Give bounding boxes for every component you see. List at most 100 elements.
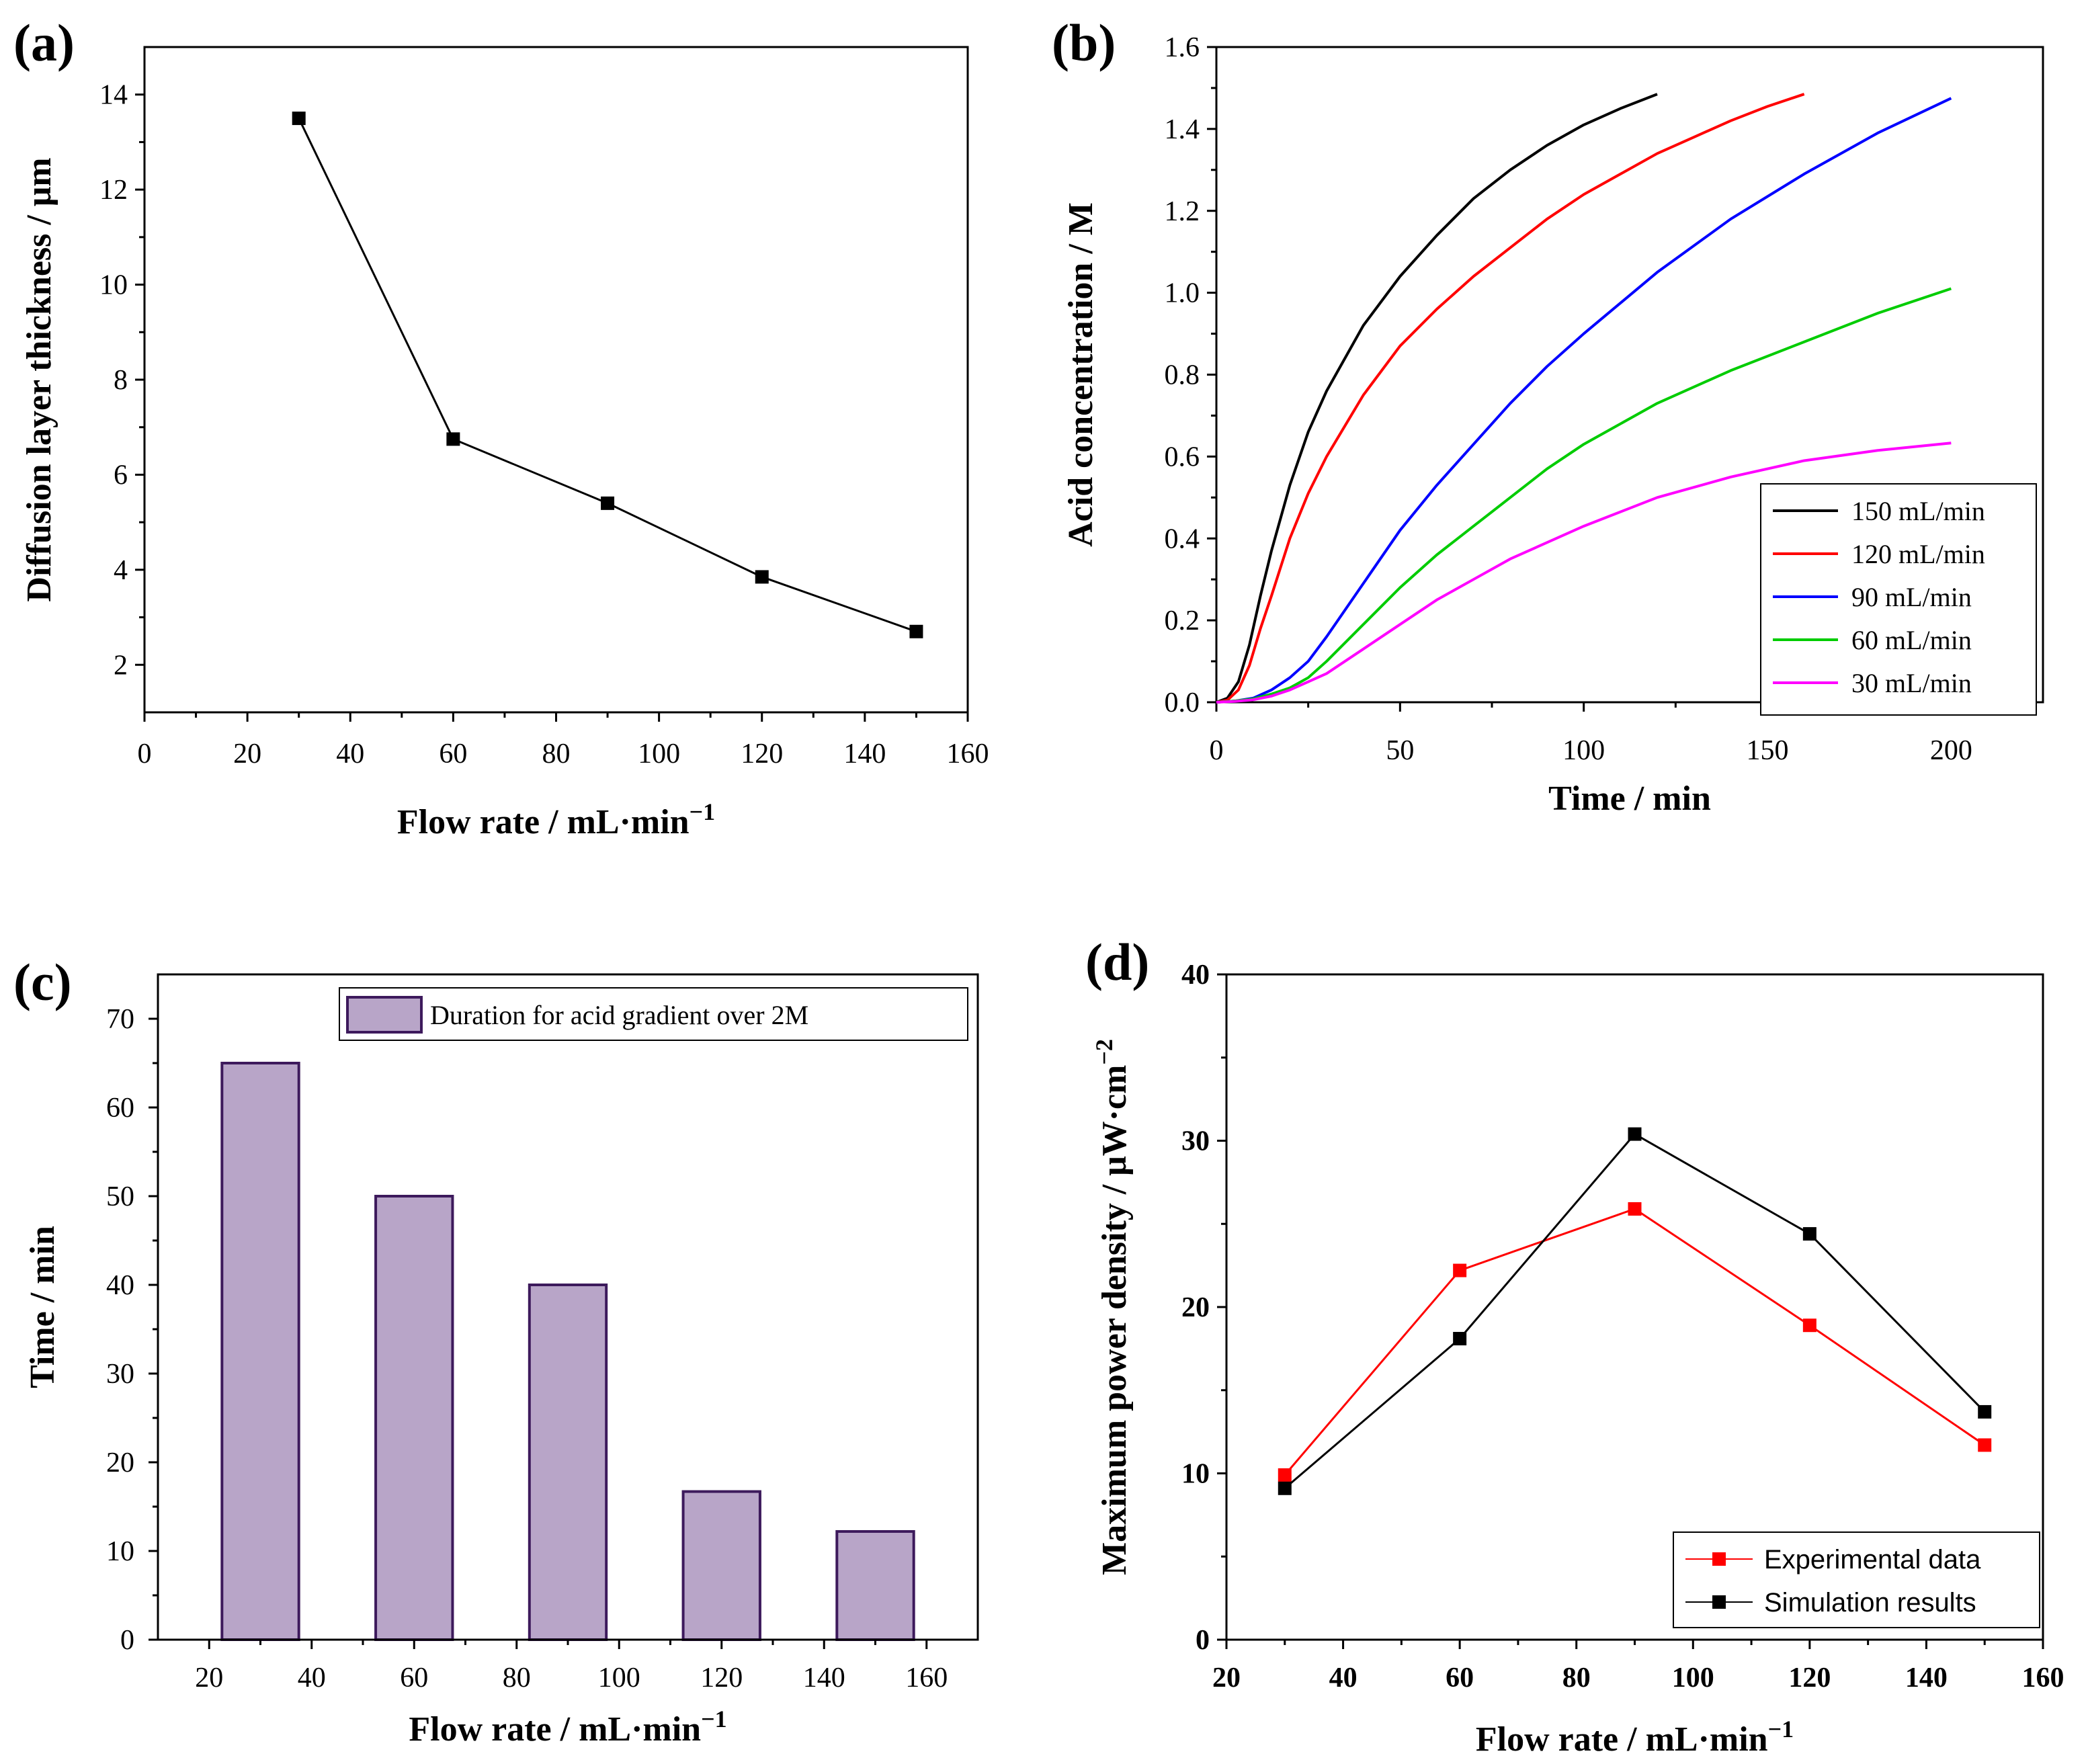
- legend-label: 90 mL/min: [1851, 582, 1972, 612]
- series-line-2: [1216, 97, 1952, 704]
- legend-marker: [1712, 1595, 1726, 1609]
- x-tick-label: 100: [1562, 735, 1605, 766]
- y-tick-label: 10: [99, 270, 128, 301]
- y-tick-label: 6: [114, 460, 128, 491]
- x-tick-label: 140: [843, 739, 886, 769]
- y-tick-label: 20: [1181, 1292, 1210, 1323]
- y-tick-label: 70: [106, 1004, 134, 1035]
- data-point-marker: [292, 112, 306, 126]
- x-axis-title: Time / min: [1548, 780, 1711, 818]
- legend-label: Simulation results: [1764, 1588, 1976, 1618]
- panel-d: 20 40 60 80 100 120 140 160 0 10 20 30 40 Flow rate /…: [1091, 960, 2064, 1759]
- y-tick-label: 40: [106, 1270, 134, 1301]
- y-tick-label: 30: [106, 1359, 134, 1390]
- x-tick-label: 120: [1788, 1663, 1831, 1693]
- data-point-marker: [755, 570, 769, 584]
- y-tick-label: 30: [1181, 1126, 1210, 1157]
- panel-label-d: (d): [1085, 933, 1149, 991]
- y-tick-label: 8: [114, 365, 128, 396]
- x-axis-title: Flow rate / mL·min−1: [397, 798, 715, 841]
- legend-box: [1673, 1531, 2040, 1628]
- x-tick-label: 160: [2022, 1663, 2064, 1693]
- x-tick-label: 140: [803, 1663, 845, 1693]
- x-tick-label: 100: [1672, 1663, 1714, 1693]
- x-tick-label: 40: [298, 1663, 326, 1693]
- x-tick-label: 80: [503, 1663, 531, 1693]
- series-line-1: [1216, 93, 1805, 704]
- x-tick-label: 0: [138, 739, 152, 769]
- y-tick-label: 1.2: [1165, 196, 1200, 227]
- bar-150: [835, 1529, 915, 1641]
- data-point-marker: [909, 624, 923, 638]
- x-tick-label: 50: [1386, 735, 1414, 766]
- legend-label: 120 mL/min: [1851, 539, 1985, 569]
- y-tick-label: 1.4: [1165, 114, 1200, 145]
- x-tick-label: 80: [542, 739, 571, 769]
- y-axis-title: Maximum power density / μW·cm−2: [1091, 1039, 1134, 1575]
- x-tick-label: 20: [195, 1663, 223, 1693]
- x-tick-label: 100: [638, 739, 680, 769]
- legend-swatch: [346, 996, 423, 1034]
- x-tick-label: 60: [1446, 1663, 1474, 1693]
- bar-120: [681, 1490, 761, 1642]
- legend-label: Experimental data: [1764, 1545, 1981, 1574]
- data-point-marker: [1628, 1127, 1642, 1141]
- y-axis-title: Time / min: [24, 1226, 62, 1388]
- y-tick-label: 0.4: [1165, 523, 1200, 554]
- legend-box: [339, 987, 968, 1041]
- y-tick-label: 10: [106, 1536, 134, 1567]
- panel-c: 20 40 60 80 100 120 140 160 0 10 20 30 40 50 60 70 Flow …: [24, 973, 979, 1749]
- x-tick-label: 60: [439, 739, 467, 769]
- data-point-marker: [1278, 1481, 1292, 1495]
- data-point-marker: [1278, 1468, 1292, 1482]
- legend-label: 150 mL/min: [1851, 496, 1985, 526]
- data-point-marker: [446, 432, 460, 446]
- x-tick-label: 120: [741, 739, 783, 769]
- x-tick-label: 140: [1905, 1663, 1948, 1693]
- series-line-4: [1216, 442, 1952, 704]
- y-tick-label: 1.6: [1165, 32, 1200, 63]
- x-axis-title: Flow rate / mL·min−1: [1476, 1716, 1794, 1759]
- y-tick-label: 0: [120, 1625, 134, 1656]
- panel-label-c: (c): [13, 953, 72, 1011]
- y-tick-label: 14: [99, 80, 128, 111]
- y-tick-label: 0.6: [1165, 442, 1200, 472]
- data-point-marker: [1453, 1263, 1467, 1277]
- legend-label: Duration for acid gradient over 2M: [430, 1000, 808, 1030]
- x-axis-title-superscript: −1: [1768, 1716, 1794, 1742]
- data-point-marker: [1802, 1227, 1816, 1241]
- y-tick-label: 40: [1181, 960, 1210, 991]
- legend-box: [1760, 483, 2037, 716]
- x-tick-label: 150: [1747, 735, 1789, 766]
- y-tick-label: 20: [106, 1447, 134, 1478]
- x-tick-label: 40: [336, 739, 364, 769]
- x-axis-title-superscript: −1: [690, 798, 716, 825]
- y-axis-title-superscript: −2: [1091, 1039, 1118, 1065]
- y-tick-label: 60: [106, 1093, 134, 1124]
- x-tick-label: 160: [947, 739, 989, 769]
- data-point-marker: [601, 496, 615, 510]
- panel-b: 0 50 100 150 200 0.0 0.2 0.4 0.6 0.8 1.0 1.2 1.4 1.6 T…: [1062, 32, 2044, 818]
- legend-label: 60 mL/min: [1851, 625, 1972, 655]
- x-tick-label: 40: [1329, 1663, 1358, 1693]
- data-point-marker: [1802, 1318, 1816, 1333]
- y-tick-label: 0.2: [1165, 605, 1200, 636]
- legend-marker: [1712, 1552, 1726, 1566]
- y-tick-label: 50: [106, 1181, 134, 1212]
- panel-a: 0 20 40 60 80 100 120 140 160 2 4 6 8 10 12 14 Flow rate…: [20, 46, 989, 841]
- bar-90: [528, 1284, 608, 1641]
- x-tick-label: 20: [233, 739, 261, 769]
- y-tick-label: 2: [114, 650, 128, 681]
- y-tick-label: 10: [1181, 1459, 1210, 1490]
- y-tick-label: 0.0: [1165, 687, 1200, 718]
- x-tick-label: 20: [1212, 1663, 1241, 1693]
- x-tick-label: 100: [598, 1663, 640, 1693]
- legend-label: 30 mL/min: [1851, 668, 1972, 698]
- y-axis-title: Acid concentration / M: [1062, 202, 1100, 547]
- data-point-marker: [1978, 1438, 1992, 1452]
- panel-label-a: (a): [13, 13, 75, 72]
- bar-60: [374, 1195, 454, 1641]
- bar-30: [220, 1062, 300, 1641]
- x-axis-title-superscript: −1: [701, 1706, 727, 1732]
